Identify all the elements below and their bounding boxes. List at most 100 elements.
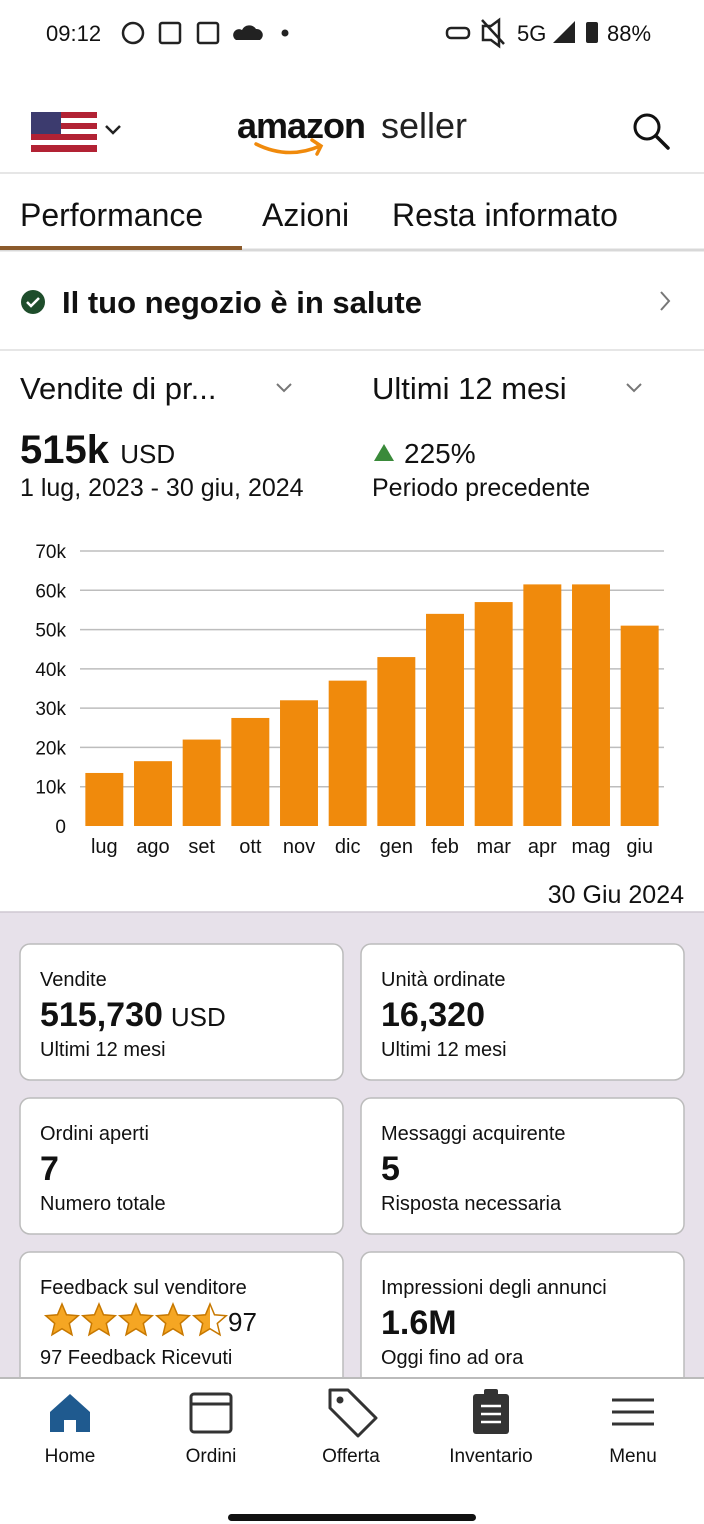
nav-icon xyxy=(336,1396,344,1404)
status-icon xyxy=(445,26,471,40)
y-tick-label: 30k xyxy=(35,699,66,720)
y-tick-label: 60k xyxy=(35,581,66,602)
tab[interactable]: Performance xyxy=(20,197,203,233)
bar xyxy=(85,772,124,826)
chart: 0 10k 20k 30k 40k 50k 60k 70k lug ago set ott nov dic… xyxy=(35,542,664,858)
flag-stripe xyxy=(31,118,97,123)
info-card[interactable]: Messaggi acquirente 5 Risposta necessaria xyxy=(360,1097,685,1235)
metric-label: Vendite di pr... xyxy=(20,371,216,406)
search-icon xyxy=(633,113,661,141)
nav-icon xyxy=(50,1394,90,1432)
dropdown-chevron xyxy=(626,383,642,393)
card-number: 7 xyxy=(40,1150,59,1188)
nav-icon xyxy=(484,1389,498,1397)
dropdown-chevron xyxy=(105,125,121,135)
status-icon xyxy=(553,21,575,43)
nav-item[interactable]: Inventario xyxy=(449,1389,533,1467)
logo-smile xyxy=(254,138,324,156)
period-label: Ultimi 12 mesi xyxy=(372,371,567,406)
summary-change: 225% xyxy=(404,438,476,469)
home-indicator xyxy=(228,1514,476,1521)
bar xyxy=(231,717,270,826)
y-tick-label: 0 xyxy=(55,817,66,838)
summary-unit: USD xyxy=(120,439,175,469)
status-bar: 09:12 5G 88% xyxy=(46,17,651,49)
summary-range: 1 lug, 2023 - 30 giu, 2024 xyxy=(20,474,304,502)
flag-stripe xyxy=(31,140,97,145)
tab-indicator xyxy=(0,246,242,250)
x-tick-label: mar xyxy=(476,836,511,858)
y-tick-label: 70k xyxy=(35,542,66,563)
card-subtitle: Numero totale xyxy=(40,1193,166,1215)
card-value: 5 xyxy=(381,1150,400,1188)
card-title: Feedback sul venditore xyxy=(40,1277,247,1299)
x-tick-label: mag xyxy=(572,836,611,858)
status-network: 5G xyxy=(517,21,546,46)
bar xyxy=(523,584,562,826)
bottom-nav: Home Ordini Offerta Inventario Menu xyxy=(0,1377,704,1524)
x-tick-label: giu xyxy=(626,836,653,858)
health-row[interactable]: Il tuo negozio è in salute xyxy=(21,285,671,320)
nav-item[interactable]: Home xyxy=(45,1394,96,1467)
nav-item[interactable]: Menu xyxy=(609,1398,657,1467)
card-box xyxy=(360,1097,685,1235)
x-tick-label: set xyxy=(188,836,215,858)
status-time: 09:12 xyxy=(46,21,101,46)
star xyxy=(117,1302,155,1337)
card-value: 1.6M xyxy=(381,1304,457,1342)
star xyxy=(43,1302,81,1337)
nav-background xyxy=(0,1378,704,1524)
flag-stripe xyxy=(31,129,97,134)
nav-icon xyxy=(189,1392,233,1434)
flag-canton xyxy=(31,112,61,134)
search-button[interactable] xyxy=(633,113,670,150)
summary-value: 515k USD xyxy=(20,428,175,472)
card-title: Messaggi acquirente xyxy=(381,1123,566,1145)
card-title: Unità ordinate xyxy=(381,969,506,991)
bar xyxy=(572,584,610,826)
x-tick-label: ago xyxy=(136,836,169,858)
info-card[interactable]: Ordini aperti 7 Numero totale xyxy=(19,1097,344,1235)
tab[interactable]: Resta informato xyxy=(392,197,618,233)
x-tick-label: lug xyxy=(91,836,118,858)
status-icon xyxy=(158,21,182,45)
card-number: 515,730 xyxy=(40,996,163,1034)
card-value: 515,730 USD xyxy=(40,996,226,1034)
card-title: Impressioni degli annunci xyxy=(381,1277,607,1299)
card-unit: USD xyxy=(171,1002,226,1032)
info-card[interactable]: Feedback sul venditore 97 97 Feedback Rice… xyxy=(19,1251,344,1389)
y-tick-label: 40k xyxy=(35,660,66,681)
period-selector[interactable]: Ultimi 12 mesi xyxy=(372,371,642,406)
metric-selector[interactable]: Vendite di pr... xyxy=(20,371,292,406)
y-tick-label: 20k xyxy=(35,738,66,759)
status-icon xyxy=(281,29,289,37)
bar xyxy=(280,700,318,826)
card-subtitle: 97 Feedback Ricevuti xyxy=(40,1347,232,1369)
logo: amazon seller xyxy=(237,105,467,146)
info-card[interactable]: Unità ordinate 16,320 Ultimi 12 mesi xyxy=(360,943,685,1081)
nav-label: Inventario xyxy=(449,1446,532,1467)
flag-selector[interactable] xyxy=(31,112,121,152)
tab[interactable]: Azioni xyxy=(262,197,349,233)
card-box xyxy=(19,943,344,1081)
status-icon xyxy=(233,25,263,40)
logo-word: amazon xyxy=(237,105,365,146)
summary-change-label: Periodo precedente xyxy=(372,474,590,502)
card-subtitle: Oggi fino ad ora xyxy=(381,1347,524,1369)
card-value: 16,320 xyxy=(381,996,485,1034)
star xyxy=(191,1302,229,1337)
y-tick-label: 10k xyxy=(35,778,66,799)
card-subtitle: Ultimi 12 mesi xyxy=(381,1039,507,1061)
card-box xyxy=(360,943,685,1081)
x-tick-label: gen xyxy=(380,836,413,858)
status-icon xyxy=(121,21,145,45)
card-title: Ordini aperti xyxy=(40,1123,149,1145)
nav-item[interactable]: Ordini xyxy=(186,1392,237,1467)
bar xyxy=(620,625,659,826)
info-card[interactable]: Impressioni degli annunci 1.6M Oggi fino a… xyxy=(360,1251,685,1389)
status-icon xyxy=(481,17,505,49)
nav-item[interactable]: Offerta xyxy=(322,1388,380,1467)
